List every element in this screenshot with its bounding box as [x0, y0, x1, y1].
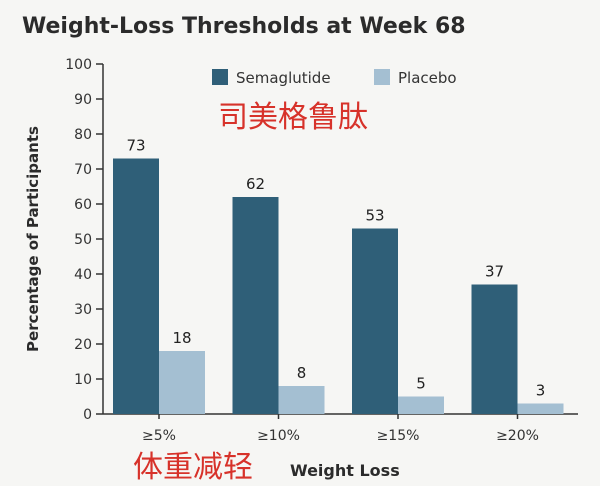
x-tick-label: ≥10%: [257, 428, 300, 444]
data-label: 8: [297, 364, 307, 382]
y-axis-label: Percentage of Participants: [24, 126, 42, 352]
y-ticks: 0 10 20 30 40 50 60 70 80 90 100: [65, 57, 103, 423]
legend-label-semaglutide: Semaglutide: [236, 69, 331, 87]
bar-placebo: [278, 386, 325, 414]
data-label: 5: [416, 375, 426, 393]
bar-semaglutide: [113, 158, 159, 414]
legend-swatch-placebo: [374, 69, 390, 85]
x-axis-label: Weight Loss: [290, 461, 400, 480]
bar-placebo: [517, 403, 564, 414]
legend-swatch-semaglutide: [212, 69, 228, 85]
bar-placebo: [159, 351, 205, 414]
bars: 73 18 62 8 53 5 37 3: [113, 137, 564, 414]
annotation-bottom: 体重减轻: [133, 450, 253, 485]
y-tick-label: 30: [74, 302, 92, 318]
bar-semaglutide: [471, 284, 518, 414]
annotation-top: 司美格鲁肽: [218, 100, 368, 135]
data-label: 18: [172, 329, 191, 347]
y-tick-label: 80: [74, 127, 92, 143]
x-tick-label: ≥20%: [496, 428, 539, 444]
y-tick-label: 0: [83, 407, 92, 423]
data-label: 53: [365, 207, 384, 225]
chart-title: Weight-Loss Thresholds at Week 68: [22, 14, 466, 39]
y-tick-label: 100: [65, 57, 92, 73]
x-tick-label: ≥5%: [142, 428, 176, 444]
bar-semaglutide: [232, 197, 279, 414]
y-tick-label: 40: [74, 267, 92, 283]
y-tick-label: 60: [74, 197, 92, 213]
y-tick-label: 20: [74, 337, 92, 353]
data-label: 73: [126, 137, 145, 155]
y-axis: 0 10 20 30 40 50 60 70 80 90 100: [65, 57, 104, 423]
x-tick-labels: ≥5% ≥10% ≥15% ≥20%: [142, 414, 539, 444]
bar-semaglutide: [352, 228, 398, 414]
legend-label-placebo: Placebo: [398, 69, 457, 87]
bar-placebo: [398, 396, 444, 414]
x-tick-label: ≥15%: [377, 428, 420, 444]
y-tick-label: 90: [74, 92, 92, 108]
data-label: 62: [246, 175, 265, 193]
y-tick-label: 10: [74, 372, 92, 388]
data-label: 3: [536, 382, 546, 400]
y-tick-label: 50: [74, 232, 92, 248]
y-tick-label: 70: [74, 162, 92, 178]
data-label: 37: [485, 263, 504, 281]
legend: Semaglutide Placebo: [212, 69, 457, 87]
